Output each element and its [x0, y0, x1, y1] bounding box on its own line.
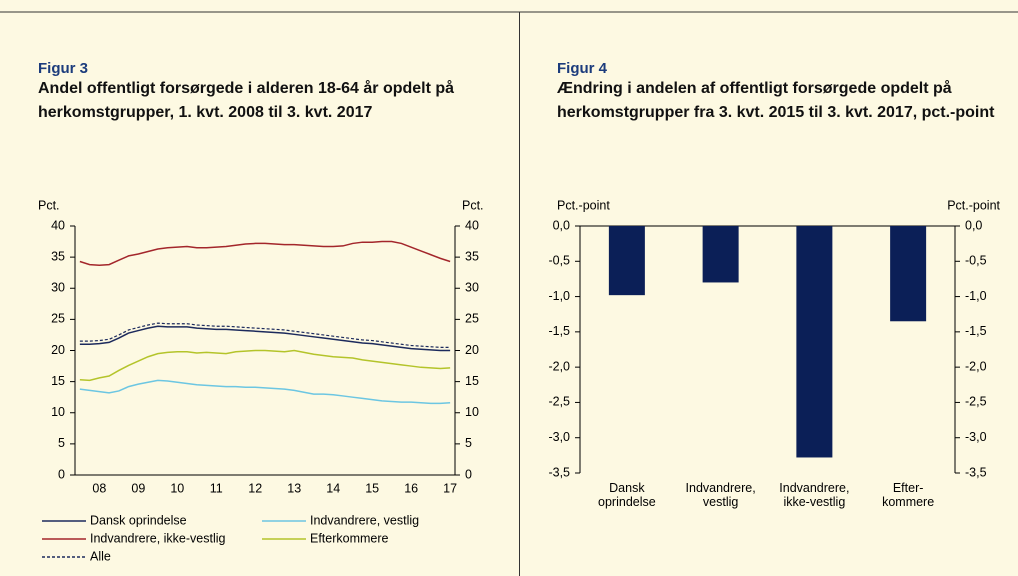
legend-label: Efterkommere — [310, 531, 389, 545]
y-tick-label: -3,0 — [548, 430, 570, 444]
x-tick-label: 15 — [365, 481, 379, 495]
y-tick-label: -2,0 — [548, 359, 570, 373]
bar — [890, 226, 927, 322]
y-tick-label: 0 — [58, 467, 65, 481]
y2-tick-label: 15 — [465, 374, 479, 388]
y-tick-label: -2,5 — [548, 395, 570, 409]
bar — [702, 226, 739, 283]
y2-tick-label: 0 — [465, 467, 472, 481]
y2-tick-label: -3,0 — [965, 430, 987, 444]
y-tick-label: 35 — [51, 249, 65, 263]
y-tick-label: 40 — [51, 218, 65, 232]
y2-tick-label: -3,5 — [965, 465, 987, 479]
x-tick-label: Efter- kommere — [882, 481, 935, 509]
x-tick-label: 09 — [131, 481, 145, 495]
y-tick-label: 10 — [51, 405, 65, 419]
y2-tick-label: 20 — [465, 343, 479, 357]
y2-tick-label: 35 — [465, 249, 479, 263]
legend-label: Indvandrere, ikke-vestlig — [90, 531, 226, 545]
chart-title: Andel offentligt forsørgede i alderen 18… — [38, 80, 455, 121]
y2-tick-label: 25 — [465, 312, 479, 326]
y-tick-label: -1,0 — [548, 289, 570, 303]
y-tick-label: -0,5 — [548, 254, 570, 268]
y2-tick-label: 40 — [465, 218, 479, 232]
series-line — [79, 240, 451, 266]
y2-tick-label: 30 — [465, 281, 479, 295]
legend-label: Alle — [90, 549, 111, 563]
chart-title: Ændring i andelen af offentligt forsørge… — [557, 80, 995, 121]
x-tick-label: 08 — [92, 481, 106, 495]
series-line — [79, 325, 451, 352]
figure-label: Figur 4 — [557, 60, 608, 77]
x-tick-label: 14 — [326, 481, 340, 495]
y2-tick-label: -2,0 — [965, 359, 987, 373]
y2-tick-label: -1,5 — [965, 324, 987, 338]
y-tick-label: 20 — [51, 343, 65, 357]
y-tick-label: 5 — [58, 436, 65, 450]
y2-axis-label: Pct.-point — [947, 198, 1000, 212]
legend-label: Dansk oprindelse — [90, 513, 187, 527]
x-tick-label: 16 — [404, 481, 418, 495]
x-tick-label: Indvandrere, ikke-vestlig — [779, 481, 850, 509]
y-tick-label: 30 — [51, 281, 65, 295]
y-tick-label: -3,5 — [548, 465, 570, 479]
series-line — [79, 322, 451, 348]
y2-tick-label: -0,5 — [965, 254, 987, 268]
x-tick-label: 11 — [210, 481, 223, 495]
x-tick-label: 10 — [170, 481, 184, 495]
series-line — [79, 349, 451, 382]
y-tick-label: 0,0 — [553, 218, 570, 232]
y-tick-label: 25 — [51, 312, 65, 326]
bar — [796, 226, 833, 458]
x-tick-label: 12 — [248, 481, 262, 495]
series-line — [79, 379, 451, 405]
y2-tick-label: 5 — [465, 436, 472, 450]
bar — [608, 226, 645, 296]
y-tick-label: -1,5 — [548, 324, 570, 338]
y2-tick-label: -2,5 — [965, 395, 987, 409]
y-tick-label: 15 — [51, 374, 65, 388]
y-axis-label: Pct. — [38, 198, 60, 212]
y2-tick-label: 10 — [465, 405, 479, 419]
legend-label: Indvandrere, vestlig — [310, 513, 419, 527]
y2-tick-label: -1,0 — [965, 289, 987, 303]
x-tick-label: Dansk oprindelse — [598, 481, 656, 509]
y2-tick-label: 0,0 — [965, 218, 982, 232]
y2-axis-label: Pct. — [462, 198, 484, 212]
x-tick-label: Indvandrere, vestlig — [685, 481, 756, 509]
x-tick-label: 13 — [287, 481, 301, 495]
x-tick-label: 17 — [443, 481, 457, 495]
y-axis-label: Pct.-point — [557, 198, 610, 212]
figure-label: Figur 3 — [38, 60, 89, 77]
